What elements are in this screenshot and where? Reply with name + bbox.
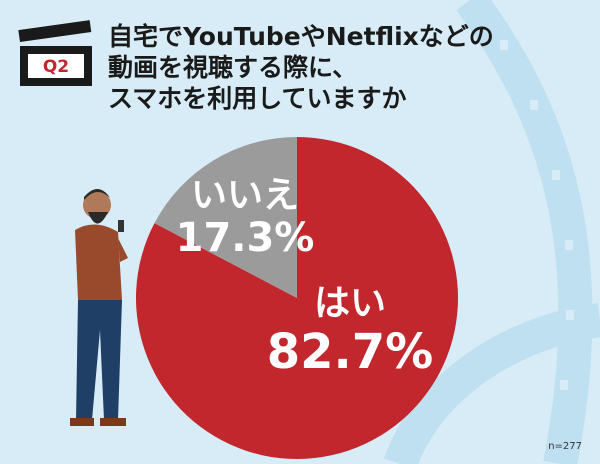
- slice-value-label: 82.7%: [267, 324, 434, 380]
- badge-label: Q2: [43, 57, 69, 77]
- title-line: 動画を視聴する際に、: [108, 53, 357, 82]
- slice-value-label: 17.3%: [176, 215, 315, 261]
- film-strip: [383, 0, 600, 464]
- pie-slice: [154, 137, 297, 298]
- badge-icon: [18, 20, 92, 86]
- slice-category-label: はい: [314, 283, 386, 324]
- title-line: 自宅でYouTubeやNetflixなどの: [108, 22, 494, 51]
- film-holes: [500, 40, 574, 390]
- chart-title: 自宅でYouTubeやNetflixなどの動画を視聴する際に、スマホを利用してい…: [108, 22, 494, 113]
- person-illustration: [70, 188, 128, 426]
- slice-category-label: いいえ: [191, 175, 299, 216]
- sample-size-note: n=277: [548, 441, 582, 452]
- title-line: スマホを利用していますか: [108, 84, 407, 113]
